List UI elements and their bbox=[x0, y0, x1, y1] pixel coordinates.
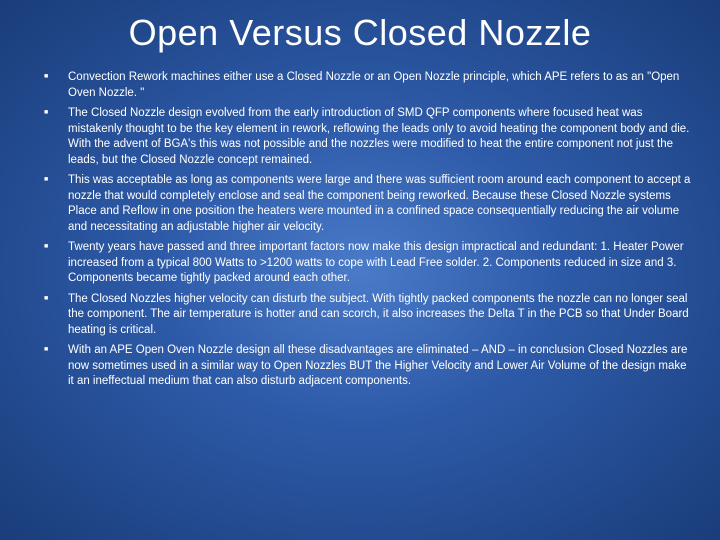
list-item: The Closed Nozzle design evolved from th… bbox=[28, 106, 692, 168]
slide-title: Open Versus Closed Nozzle bbox=[28, 12, 692, 54]
list-item: This was acceptable as long as component… bbox=[28, 173, 692, 235]
bullet-list: Convection Rework machines either use a … bbox=[28, 70, 692, 390]
list-item: With an APE Open Oven Nozzle design all … bbox=[28, 343, 692, 390]
list-item: Twenty years have passed and three impor… bbox=[28, 240, 692, 287]
slide: Open Versus Closed Nozzle Convection Rew… bbox=[0, 0, 720, 540]
list-item: Convection Rework machines either use a … bbox=[28, 70, 692, 101]
list-item: The Closed Nozzles higher velocity can d… bbox=[28, 292, 692, 339]
